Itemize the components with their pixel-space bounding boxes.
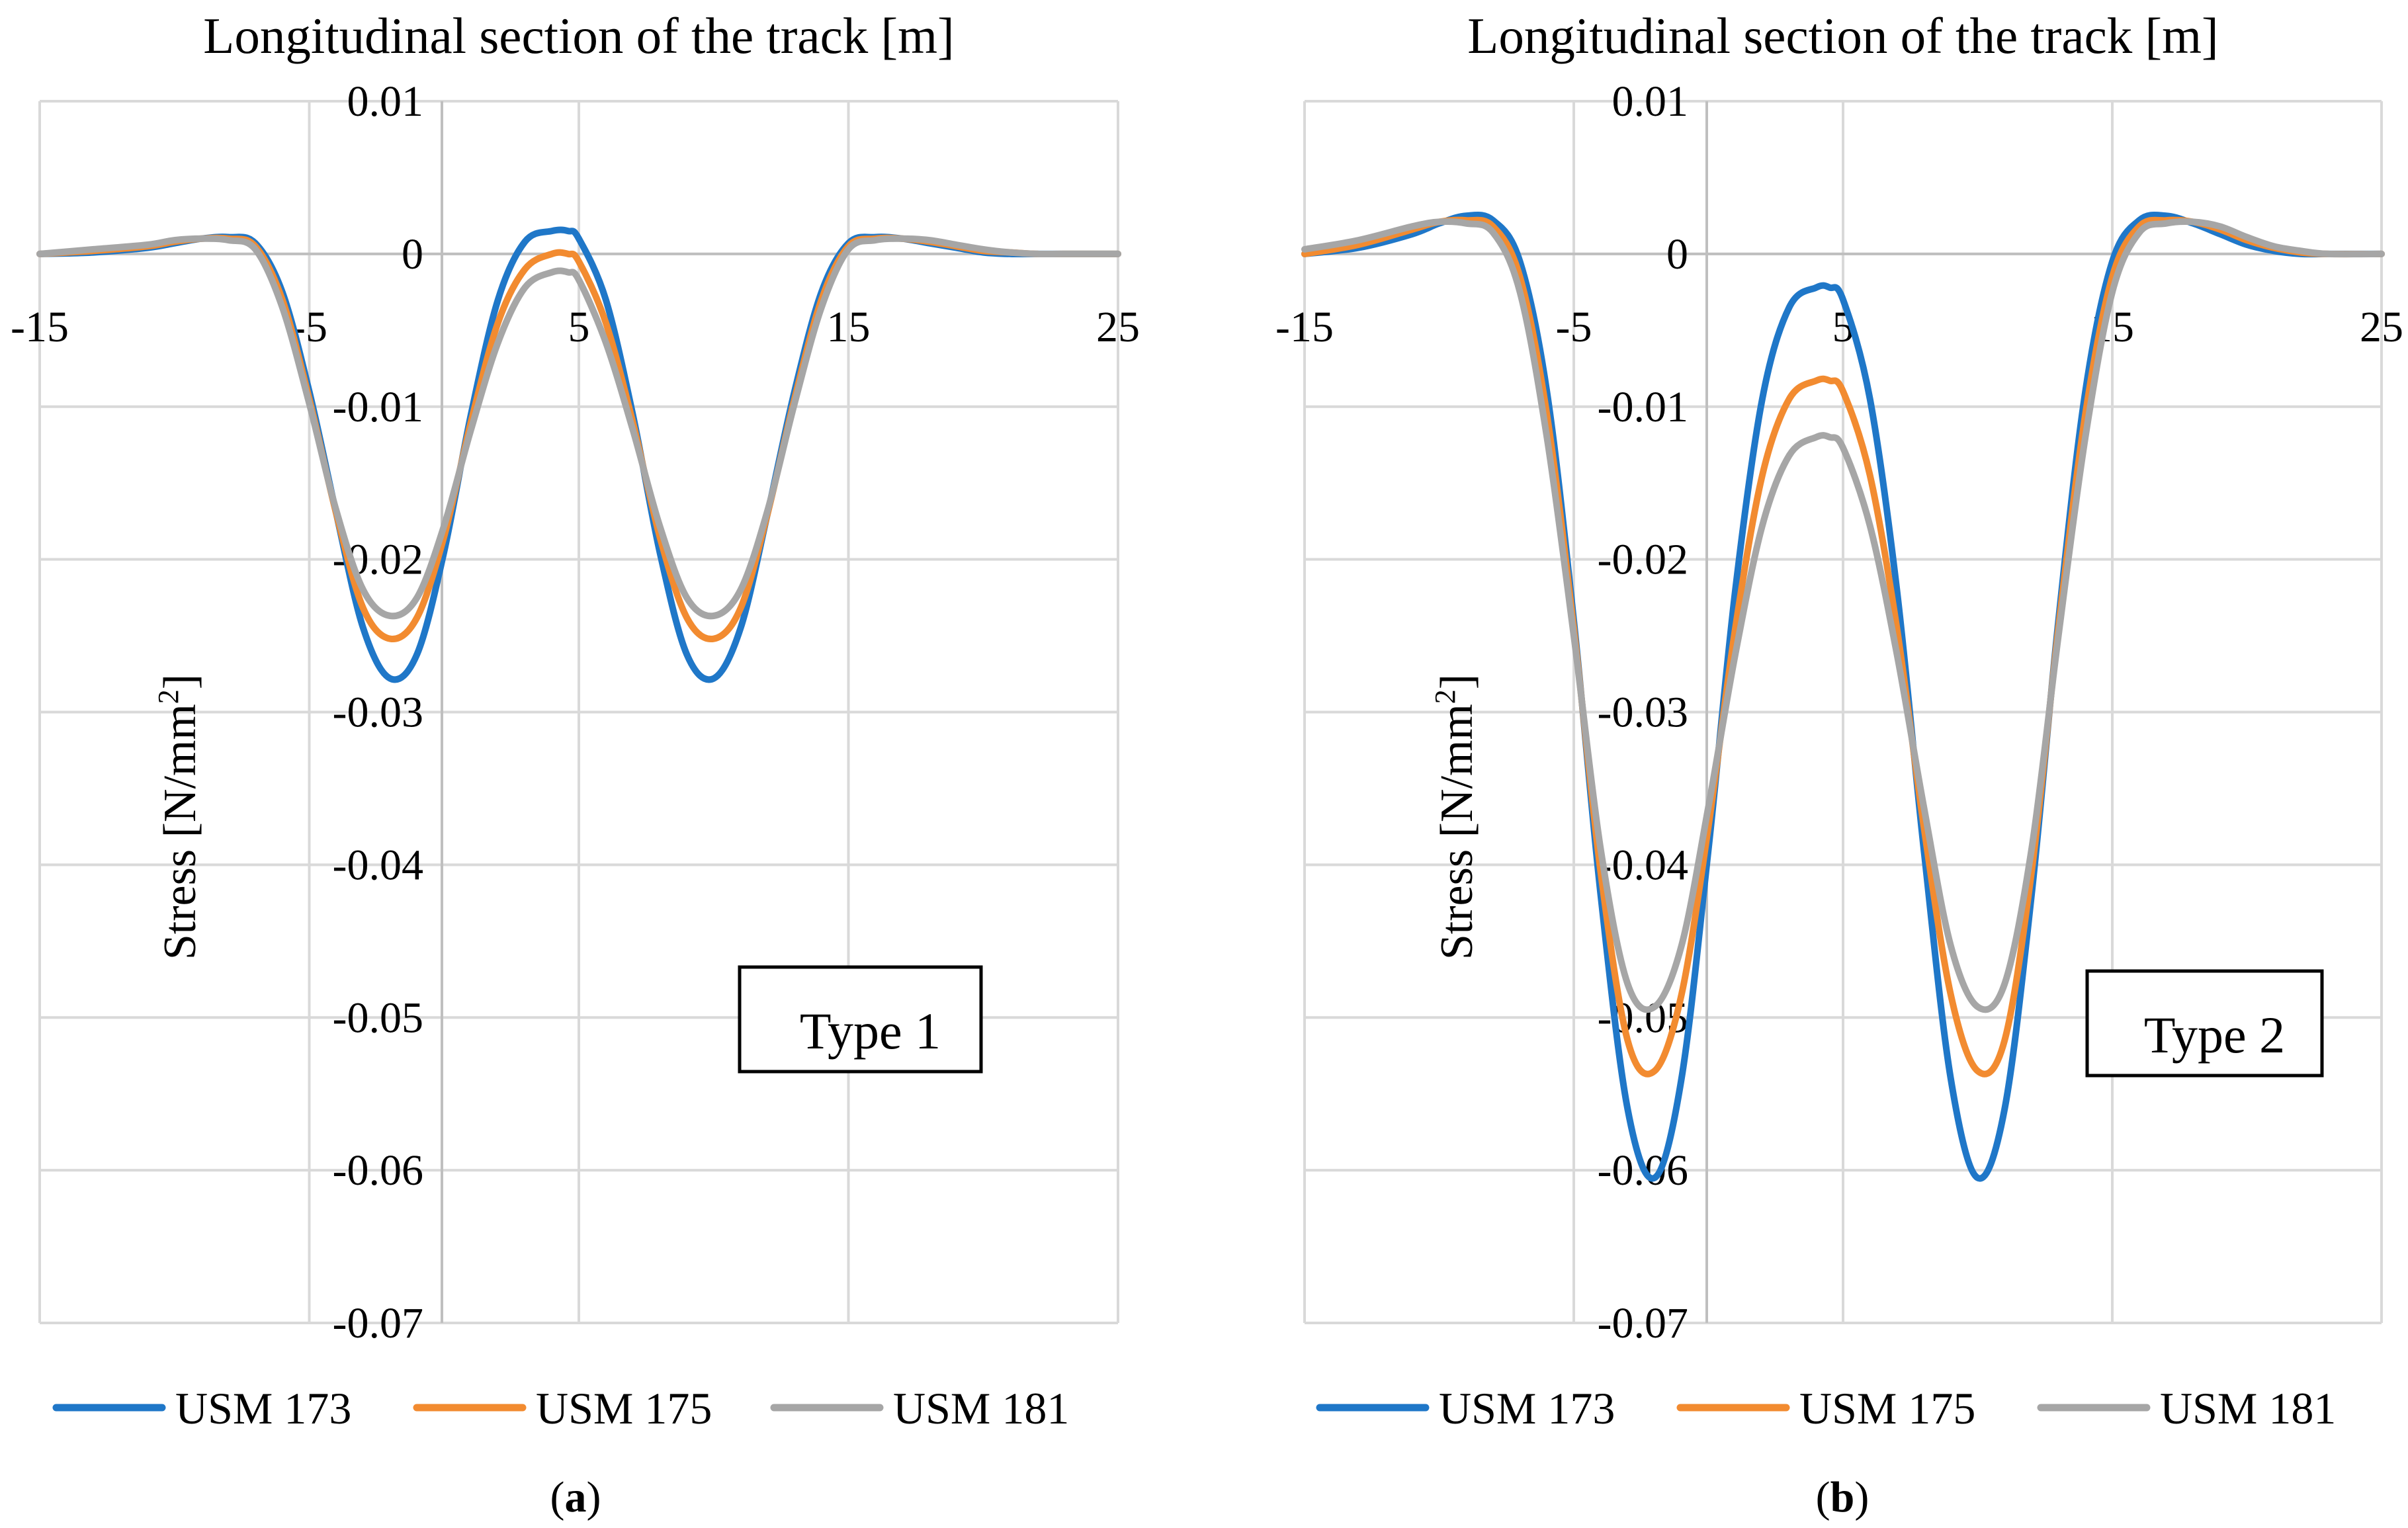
legend-label: USM 175 (536, 1383, 712, 1433)
y-axis-label-main: Stress [N/mm (155, 704, 206, 960)
x-tick-label: 5 (568, 303, 590, 351)
panel-caption: (a) (550, 1473, 601, 1521)
caption-open-paren: ( (1816, 1473, 1830, 1521)
y-axis-label-end: ] (1432, 674, 1483, 689)
legend-label: USM 181 (2160, 1383, 2336, 1433)
caption-close-paren: ) (1854, 1473, 1869, 1521)
y-axis-label: Stress [N/mm2] (1429, 674, 1483, 960)
x-tick-label: 25 (2360, 303, 2403, 351)
x-tick-label: 15 (827, 303, 871, 351)
y-tick-label: -0.07 (333, 1299, 423, 1347)
y-tick-label: -0.01 (1598, 383, 1688, 431)
legend-label: USM 173 (175, 1383, 351, 1433)
chart-panel-b: Longitudinal section of the track [m] 0.0… (1275, 7, 2403, 1521)
y-tick-label: -0.02 (1598, 536, 1688, 584)
type-box-label: Type 2 (2144, 1006, 2285, 1064)
y-tick-label: 0 (402, 230, 423, 278)
caption-open-paren: ( (550, 1473, 565, 1521)
legend-label: USM 175 (1799, 1383, 1975, 1433)
y-tick-label: -0.01 (333, 383, 423, 431)
y-axis-label-end: ] (155, 674, 206, 689)
y-tick-label: -0.04 (333, 841, 423, 889)
y-tick-label: -0.04 (1598, 841, 1688, 889)
y-tick-label: 0.01 (1612, 77, 1689, 126)
panel-caption: (b) (1816, 1473, 1870, 1521)
type-box (2085, 969, 2324, 1078)
y-tick-label: -0.03 (1598, 689, 1688, 737)
y-axis-label: Stress [N/mm2] (152, 674, 206, 960)
x-tick-label: 25 (1096, 303, 1140, 351)
y-axis-label-superscript: 2 (1429, 689, 1461, 704)
chart-title: Longitudinal section of the track [m] (1467, 7, 2218, 64)
y-axis-label-main: Stress [N/mm (1432, 704, 1483, 960)
chart-title: Longitudinal section of the track [m] (203, 7, 954, 64)
type-box-label: Type 1 (800, 1002, 941, 1060)
x-tick-label: -15 (11, 303, 69, 351)
caption-close-paren: ) (587, 1473, 601, 1521)
y-tick-label: -0.05 (333, 994, 423, 1042)
y-tick-label: -0.03 (333, 689, 423, 737)
x-tick-label: -15 (1275, 303, 1334, 351)
y-tick-label: 0 (1666, 230, 1688, 278)
legend-label: USM 181 (893, 1383, 1069, 1433)
x-tick-label: -5 (1556, 303, 1592, 351)
chart-panel-a: Longitudinal section of the track [m] 0.0… (11, 7, 1140, 1521)
legend-label: USM 173 (1439, 1383, 1615, 1433)
caption-letter: a (565, 1473, 587, 1521)
y-tick-label: -0.07 (1598, 1299, 1688, 1347)
series-line-usm-181 (1301, 218, 2385, 1013)
caption-letter: b (1830, 1473, 1855, 1521)
series-line-usm-181 (36, 235, 1121, 620)
y-tick-label: -0.06 (333, 1146, 423, 1195)
y-tick-label: 0.01 (347, 77, 424, 126)
y-axis-label-superscript: 2 (152, 689, 185, 704)
type-box (738, 965, 983, 1074)
